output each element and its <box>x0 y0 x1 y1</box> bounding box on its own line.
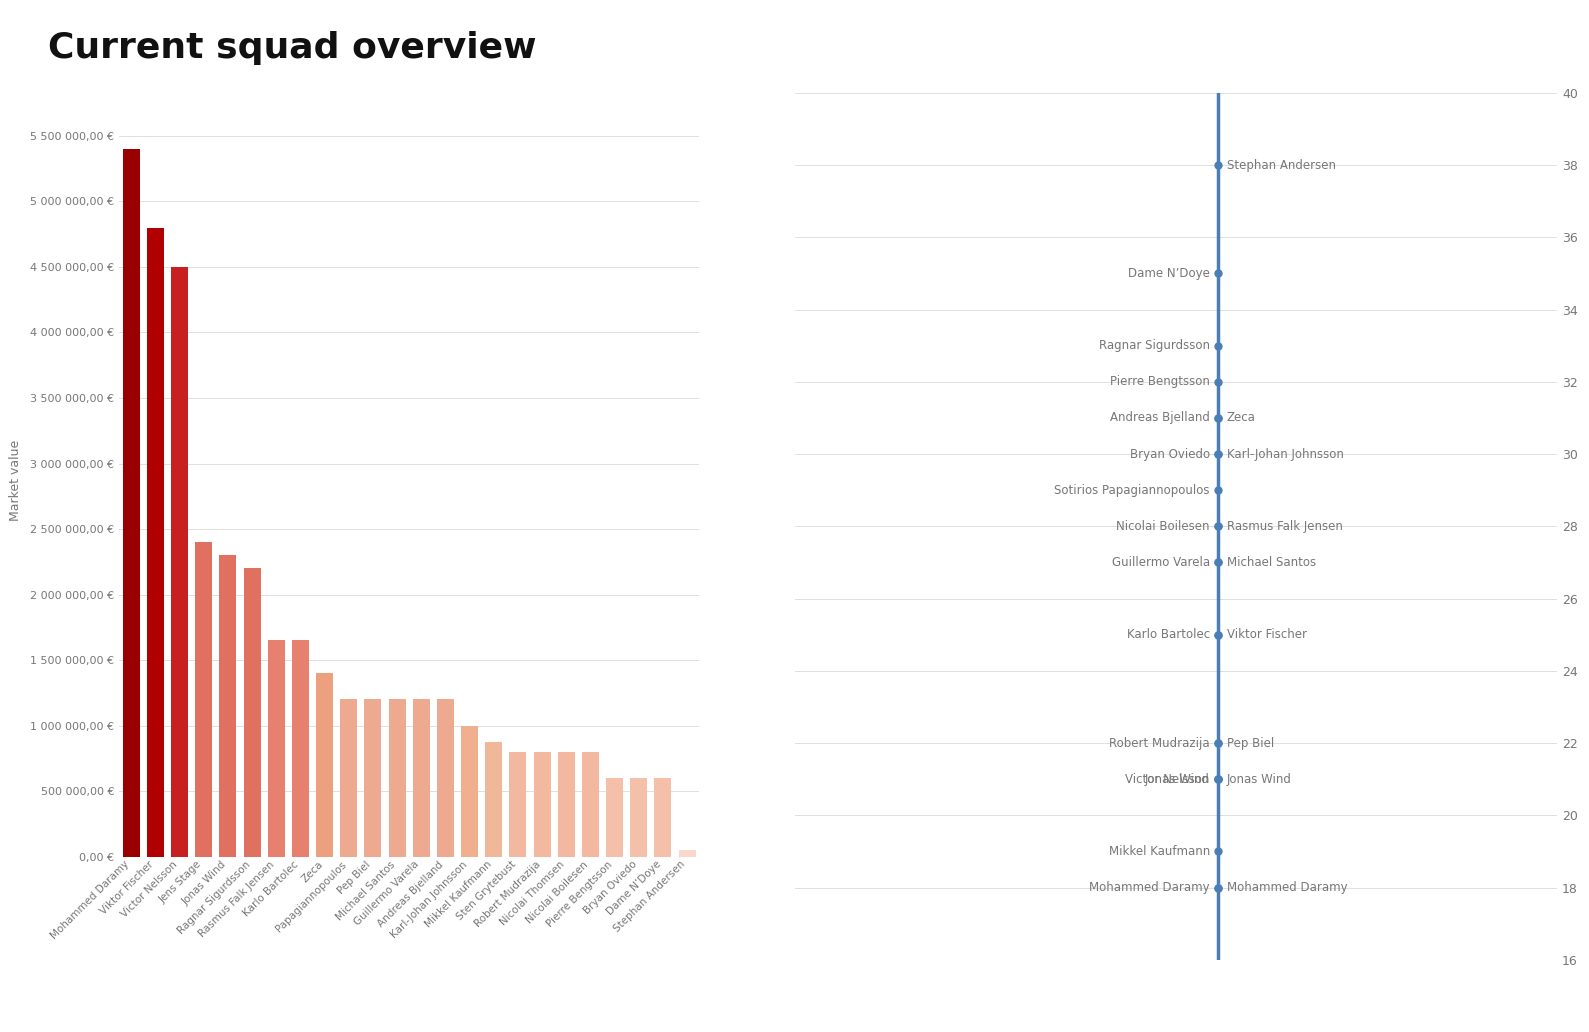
Bar <box>655 778 672 857</box>
Bar <box>510 751 526 857</box>
Bar <box>292 641 308 857</box>
Bar <box>389 700 405 857</box>
Bar <box>534 751 550 857</box>
Text: Dame N’Doye: Dame N’Doye <box>1128 267 1209 280</box>
Bar <box>485 742 502 857</box>
Bar <box>558 751 575 857</box>
Text: Pep Biel: Pep Biel <box>1227 737 1274 749</box>
Text: Robert Mudrazija: Robert Mudrazija <box>1109 737 1209 749</box>
Text: Michael Santos: Michael Santos <box>1227 556 1316 569</box>
Text: Bryan Oviedo: Bryan Oviedo <box>1130 448 1209 460</box>
Bar <box>340 700 358 857</box>
Text: Ragnar Sigurdsson: Ragnar Sigurdsson <box>1098 340 1209 352</box>
Bar <box>146 228 164 857</box>
Text: Viktor Fischer: Viktor Fischer <box>1227 628 1306 641</box>
Bar <box>605 778 623 857</box>
Text: Zeca: Zeca <box>1227 412 1255 424</box>
Text: Rasmus Falk Jensen: Rasmus Falk Jensen <box>1227 520 1343 533</box>
Bar <box>122 149 140 857</box>
Bar <box>461 725 478 857</box>
Bar <box>269 641 284 857</box>
Text: Guillermo Varela: Guillermo Varela <box>1112 556 1209 569</box>
Bar <box>679 850 696 857</box>
Text: Current squad overview: Current squad overview <box>48 31 535 65</box>
Text: Mohammed Daramy: Mohammed Daramy <box>1088 881 1209 894</box>
Bar <box>195 542 213 857</box>
Text: Nicolai Boilesen: Nicolai Boilesen <box>1115 520 1209 533</box>
Bar <box>582 751 599 857</box>
Text: Stephan Andersen: Stephan Andersen <box>1227 159 1336 171</box>
Text: Sotirios Papagiannopoulos: Sotirios Papagiannopoulos <box>1054 484 1209 496</box>
Bar <box>219 555 237 857</box>
Bar <box>364 700 381 857</box>
Text: Andreas Bjelland: Andreas Bjelland <box>1109 412 1209 424</box>
Text: Karl-Johan Johnsson: Karl-Johan Johnsson <box>1227 448 1344 460</box>
Y-axis label: Market value: Market value <box>10 440 22 520</box>
Text: Mikkel Kaufmann: Mikkel Kaufmann <box>1109 845 1209 858</box>
Text: Jonas Wind: Jonas Wind <box>1227 773 1292 785</box>
Text: Victor Nelsson: Victor Nelsson <box>1125 773 1209 785</box>
Bar <box>437 700 454 857</box>
Text: Mohammed Daramy: Mohammed Daramy <box>1227 881 1347 894</box>
Text: Jonas Wind: Jonas Wind <box>1146 773 1209 785</box>
Bar <box>243 569 261 857</box>
Bar <box>316 673 334 857</box>
Bar <box>413 700 429 857</box>
Text: Pierre Bengtsson: Pierre Bengtsson <box>1109 376 1209 388</box>
Bar <box>172 267 188 857</box>
Bar <box>631 778 647 857</box>
Text: Karlo Bartolec: Karlo Bartolec <box>1127 628 1209 641</box>
